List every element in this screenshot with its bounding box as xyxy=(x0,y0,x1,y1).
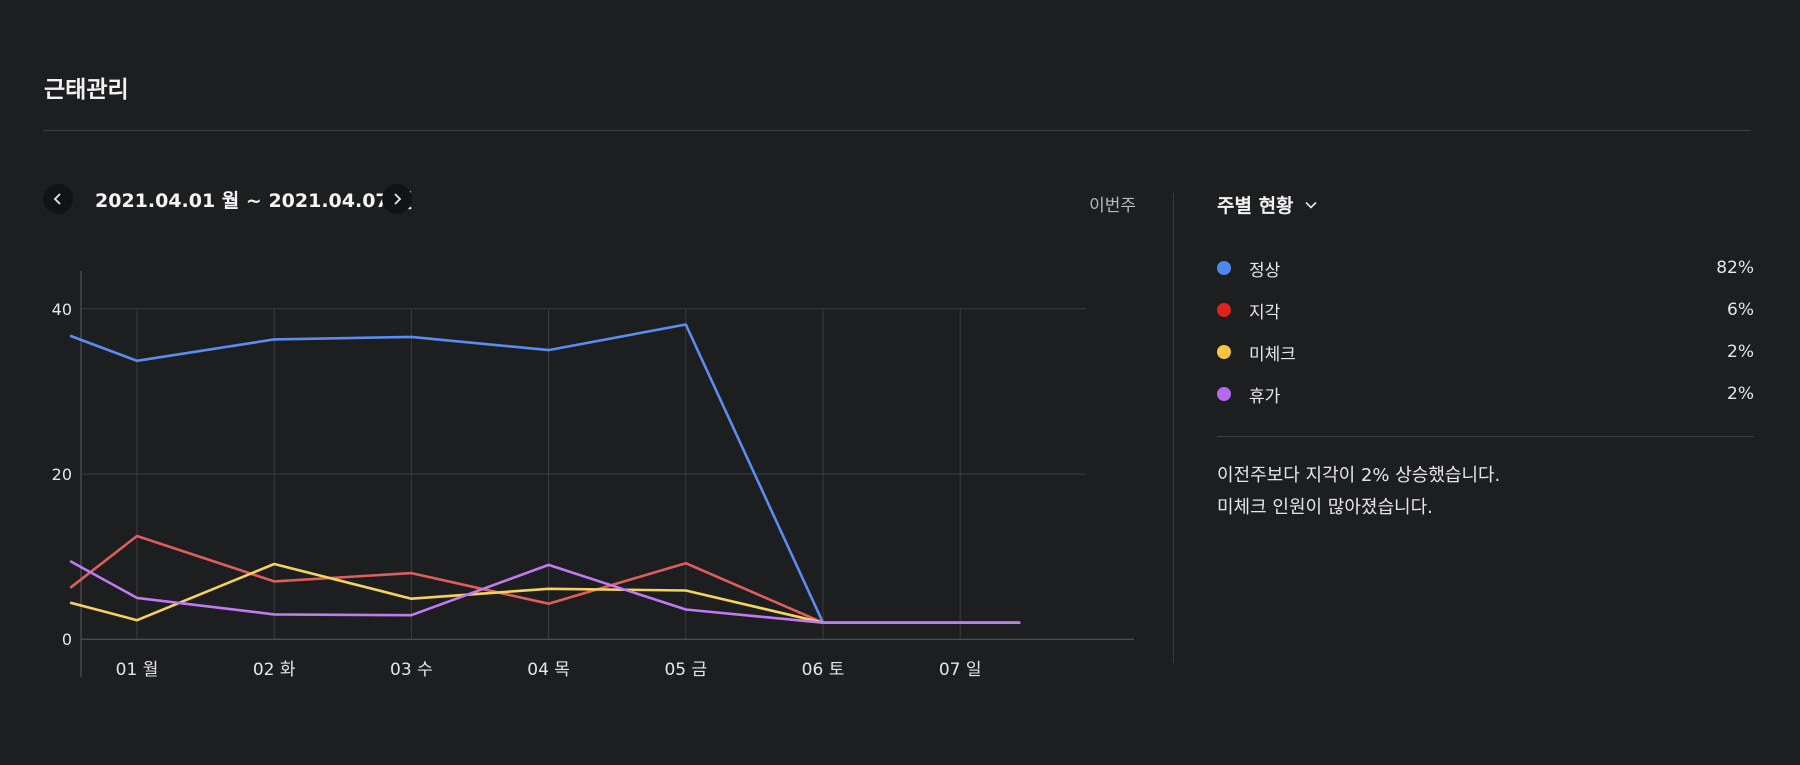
next-week-button[interactable] xyxy=(382,184,412,214)
legend-dot xyxy=(1217,261,1231,275)
attendance-line-chart: 0 20 40 01 월 02 화 03 수 04 목 05 금 06 토 07 일 xyxy=(52,271,1134,680)
chevron-down-icon xyxy=(1304,201,1317,209)
legend-percent: 2% xyxy=(1727,384,1754,404)
y-tick-label: 0 xyxy=(62,630,72,649)
series-line-3 xyxy=(69,560,1021,625)
vertical-divider xyxy=(1173,193,1174,663)
summary-line: 이전주보다 지각이 2% 상승했습니다. xyxy=(1217,465,1501,486)
legend-item-normal: 정상 82% xyxy=(1217,247,1754,289)
legend-label: 휴가 xyxy=(1249,386,1281,407)
side-divider xyxy=(1217,436,1754,437)
chevron-left-icon xyxy=(53,193,61,205)
legend-percent: 6% xyxy=(1727,300,1754,320)
y-tick-label: 20 xyxy=(52,465,72,484)
x-tick-label: 06 토 xyxy=(802,660,845,680)
legend-dot xyxy=(1217,387,1231,401)
x-tick-label: 07 일 xyxy=(939,660,982,680)
legend-item-unchecked: 미체크 2% xyxy=(1217,331,1754,373)
x-tick-label: 03 수 xyxy=(390,660,433,680)
weekly-status-title: 주별 현황 xyxy=(1217,195,1294,217)
x-tick-label: 04 목 xyxy=(527,660,570,680)
legend-label: 지각 xyxy=(1249,302,1281,323)
this-week-button[interactable]: 이번주 xyxy=(1089,196,1136,216)
series-line-2 xyxy=(69,562,1021,625)
series-line-1 xyxy=(69,534,1021,625)
weekly-status-dropdown[interactable]: 주별 현황 xyxy=(1217,191,1318,218)
prev-week-button[interactable] xyxy=(43,184,73,214)
summary-text: 이전주보다 지각이 2% 상승했습니다. 미체크 인원이 많아졌습니다. xyxy=(1217,460,1500,524)
x-tick-label: 05 금 xyxy=(664,660,707,680)
legend-list: 정상 82% 지각 6% 미체크 2% 휴가 2% xyxy=(1217,247,1754,415)
y-tick-label: 40 xyxy=(52,300,72,319)
page-title: 근태관리 xyxy=(44,77,129,103)
legend-percent: 82% xyxy=(1716,258,1754,278)
legend-item-vacation: 휴가 2% xyxy=(1217,373,1754,415)
legend-dot xyxy=(1217,303,1231,317)
legend-label: 미체크 xyxy=(1249,344,1296,365)
legend-item-late: 지각 6% xyxy=(1217,289,1754,331)
title-divider xyxy=(43,130,1751,131)
summary-line: 미체크 인원이 많아졌습니다. xyxy=(1217,497,1433,518)
x-tick-label: 02 화 xyxy=(253,660,296,680)
legend-percent: 2% xyxy=(1727,342,1754,362)
x-tick-label: 01 월 xyxy=(116,660,159,680)
chevron-right-icon xyxy=(394,193,402,205)
legend-label: 정상 xyxy=(1249,260,1281,281)
legend-dot xyxy=(1217,345,1231,359)
date-range: 2021.04.01 월 ~ 2021.04.07 일 xyxy=(95,190,413,212)
